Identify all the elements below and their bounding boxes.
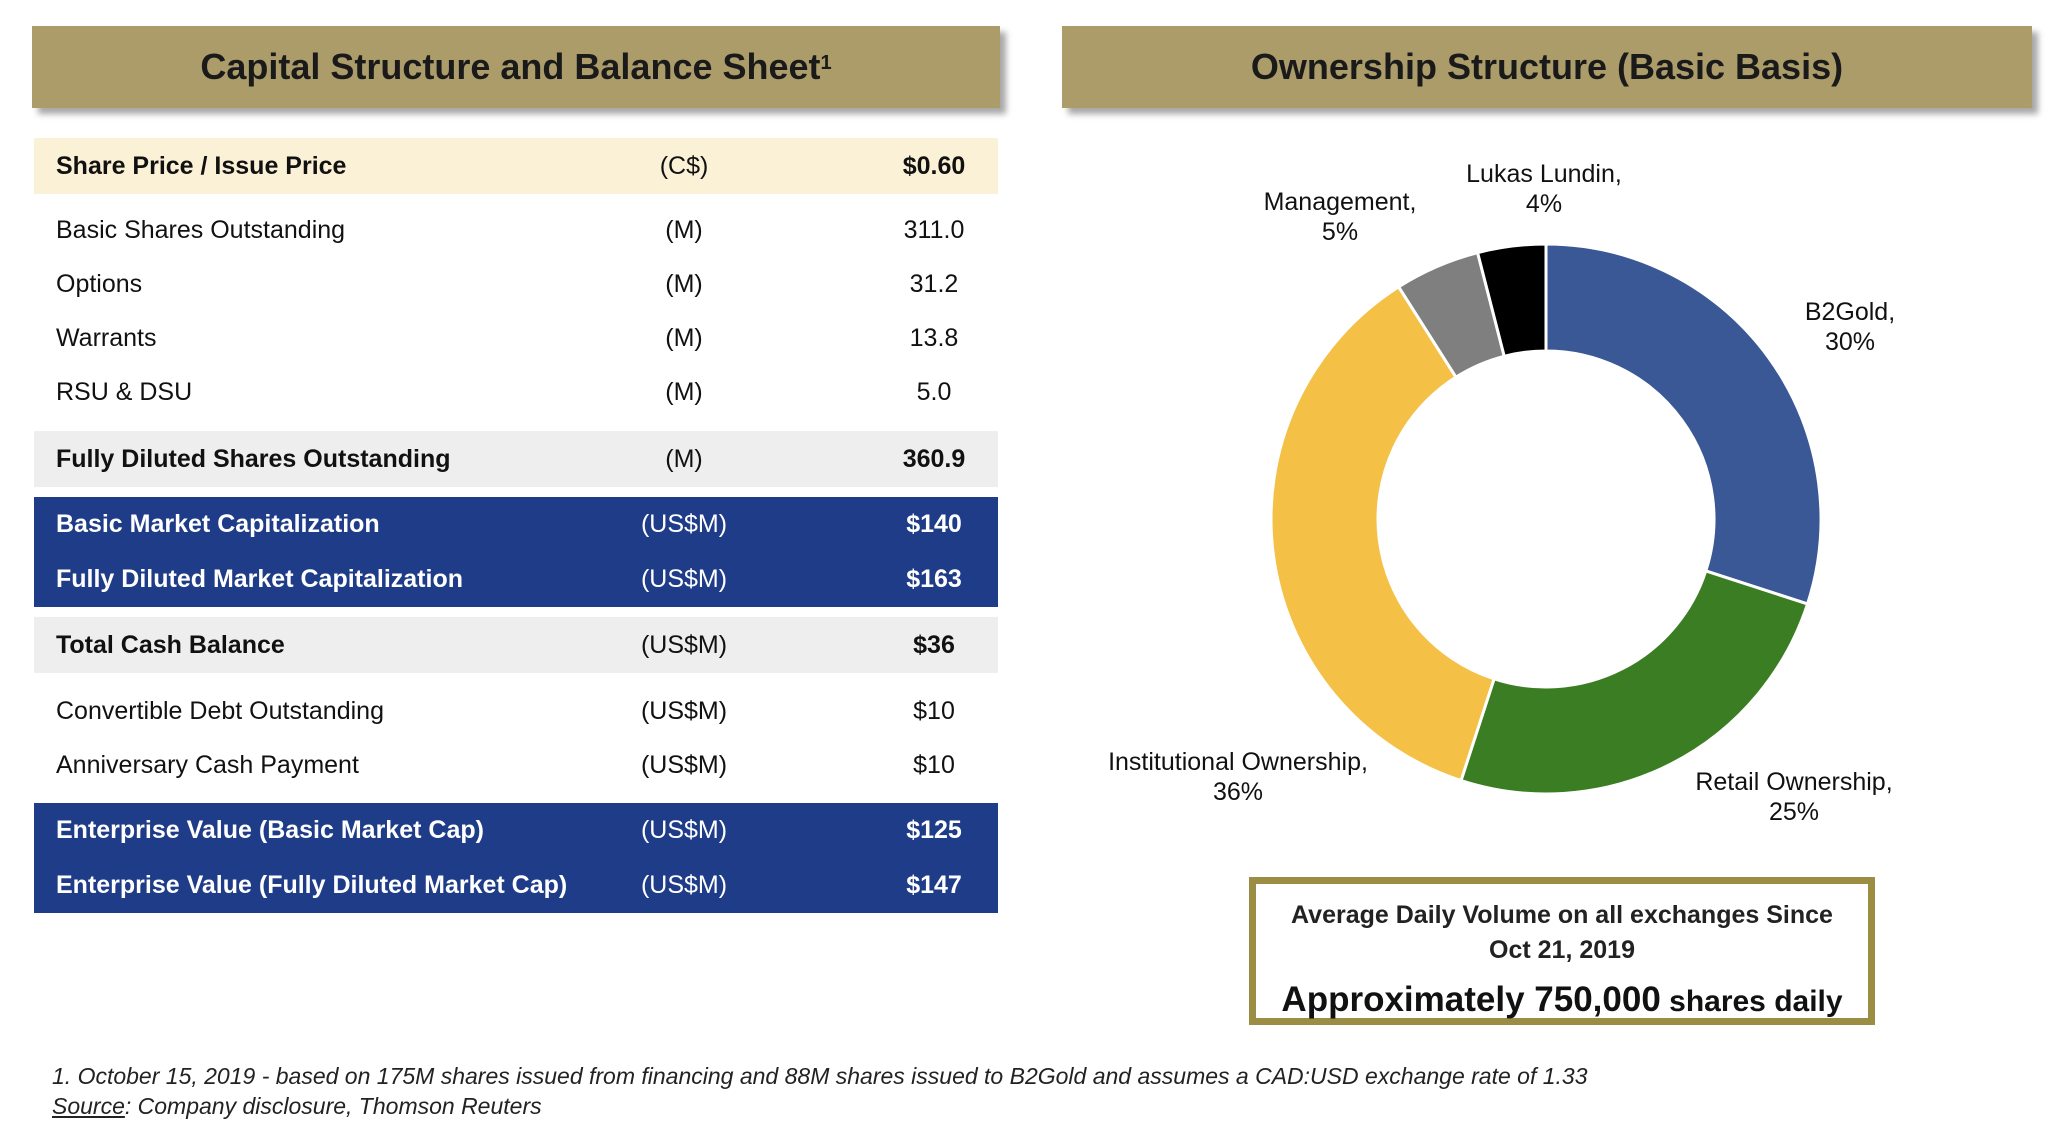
capital-structure-title-banner: Capital Structure and Balance Sheet 1 bbox=[32, 26, 1000, 108]
table-row-fully-diluted-market-cap: Fully Diluted Market Capitalization (US$… bbox=[34, 552, 998, 607]
enterprise-value-block bbox=[34, 803, 998, 913]
average-daily-volume-box: Average Daily Volume on all exchanges Si… bbox=[1249, 877, 1875, 1025]
row-label: Anniversary Cash Payment bbox=[56, 750, 359, 779]
volume-value-unit: shares daily bbox=[1660, 985, 1843, 1018]
volume-heading-line1: Average Daily Volume on all exchanges Si… bbox=[1291, 901, 1833, 929]
slice-label-percent: 25% bbox=[1769, 798, 1819, 826]
volume-heading: Average Daily Volume on all exchanges Si… bbox=[1256, 898, 1868, 968]
table-row-share-price: Share Price / Issue Price (C$) $0.60 bbox=[34, 138, 998, 194]
row-label: Share Price / Issue Price bbox=[56, 151, 347, 180]
row-value: $125 bbox=[906, 816, 962, 844]
ownership-donut-chart: B2Gold,30% Retail Ownership,25% Institutio… bbox=[1108, 160, 1895, 826]
table-row-ev-basic: Enterprise Value (Basic Market Cap) (US$… bbox=[34, 803, 998, 858]
row-label: Enterprise Value (Basic Market Cap) bbox=[56, 816, 484, 844]
ownership-structure-title: Ownership Structure (Basic Basis) bbox=[1250, 46, 1844, 87]
volume-value: Approximately 750,000 shares daily bbox=[1256, 980, 1868, 1020]
table-row-convertible-debt: Convertible Debt Outstanding (US$M) $10 bbox=[34, 684, 998, 738]
slice-label-percent: 4% bbox=[1526, 190, 1562, 218]
table-row-total-cash: Total Cash Balance (US$M) $36 bbox=[34, 617, 998, 673]
source-label: Source bbox=[52, 1093, 125, 1119]
source-text: : Company disclosure, Thomson Reuters bbox=[124, 1093, 542, 1119]
title-footnote-marker: 1 bbox=[820, 51, 832, 74]
row-label: Options bbox=[56, 269, 143, 298]
row-value: 13.8 bbox=[909, 323, 959, 352]
row-label: Basic Market Capitalization bbox=[56, 510, 380, 538]
table-row-ev-fully-diluted: Enterprise Value (Fully Diluted Market C… bbox=[34, 858, 998, 913]
row-unit: (M) bbox=[665, 269, 703, 298]
table-row-options: Options (M) 31.2 bbox=[34, 257, 998, 311]
capital-structure-title: Capital Structure and Balance Sheet bbox=[200, 46, 821, 87]
table-row-fully-diluted-shares: Fully Diluted Shares Outstanding (M) 360… bbox=[34, 431, 998, 487]
row-value: $10 bbox=[913, 696, 955, 725]
source-note: Source: Company disclosure, Thomson Reut… bbox=[52, 1093, 542, 1120]
table-row-anniversary-payment: Anniversary Cash Payment (US$M) $10 bbox=[34, 738, 998, 792]
slice-label-name: Institutional Ownership, bbox=[1108, 748, 1368, 776]
slice-label-percent: 30% bbox=[1825, 328, 1875, 356]
row-unit: (M) bbox=[665, 215, 703, 244]
row-value: $163 bbox=[906, 565, 962, 593]
volume-heading-line2: Oct 21, 2019 bbox=[1489, 936, 1635, 964]
row-label: Enterprise Value (Fully Diluted Market C… bbox=[56, 871, 568, 899]
table-row-rsu-dsu: RSU & DSU (M) 5.0 bbox=[34, 365, 998, 419]
donut-slice-institutional-ownership bbox=[1269, 284, 1496, 783]
footnote: 1. October 15, 2019 - based on 175M shar… bbox=[52, 1063, 1588, 1089]
donut-slice-retail-ownership bbox=[1459, 569, 1810, 796]
row-value: 311.0 bbox=[903, 215, 965, 244]
row-value: $0.60 bbox=[902, 151, 966, 180]
table-row-warrants: Warrants (M) 13.8 bbox=[34, 311, 998, 365]
table-row-basic-market-cap: Basic Market Capitalization (US$M) $140 bbox=[34, 497, 998, 552]
volume-value-main: Approximately 750,000 bbox=[1281, 980, 1661, 1019]
donut-slice-lukas-lundin bbox=[1475, 242, 1548, 359]
row-label: RSU & DSU bbox=[56, 377, 193, 406]
row-unit: (C$) bbox=[659, 151, 709, 180]
row-unit: (US$M) bbox=[640, 750, 728, 779]
row-value: 360.9 bbox=[902, 444, 966, 473]
row-label: Basic Shares Outstanding bbox=[56, 215, 346, 244]
row-value: 5.0 bbox=[916, 377, 952, 406]
slice-label-name: B2Gold, bbox=[1805, 298, 1895, 326]
row-label: Fully Diluted Market Capitalization bbox=[56, 565, 463, 593]
row-unit: (US$M) bbox=[640, 565, 728, 593]
market-cap-block bbox=[34, 497, 998, 607]
row-unit: (M) bbox=[665, 444, 703, 473]
row-label: Fully Diluted Shares Outstanding bbox=[56, 444, 451, 473]
row-label: Total Cash Balance bbox=[56, 630, 285, 659]
row-value: $140 bbox=[906, 510, 962, 538]
row-unit: (M) bbox=[665, 377, 703, 406]
row-label: Convertible Debt Outstanding bbox=[56, 696, 384, 725]
row-unit: (M) bbox=[665, 323, 703, 352]
ownership-structure-title-banner: Ownership Structure (Basic Basis) bbox=[1062, 26, 2032, 108]
slice-label-percent: 36% bbox=[1213, 778, 1263, 806]
table-row-basic-shares: Basic Shares Outstanding (M) 311.0 bbox=[34, 203, 998, 257]
slice-label-name: Retail Ownership, bbox=[1695, 768, 1892, 796]
slice-label-percent: 5% bbox=[1322, 218, 1358, 246]
donut-slice-b2gold bbox=[1544, 242, 1823, 606]
slice-label-name: Lukas Lundin, bbox=[1466, 160, 1622, 188]
slice-label-name: Management, bbox=[1264, 188, 1417, 216]
row-unit: (US$M) bbox=[640, 871, 728, 899]
row-value: 31.2 bbox=[909, 269, 959, 298]
row-value: $147 bbox=[906, 871, 962, 899]
row-unit: (US$M) bbox=[640, 696, 728, 725]
row-unit: (US$M) bbox=[640, 630, 728, 659]
row-value: $36 bbox=[913, 630, 955, 659]
row-unit: (US$M) bbox=[640, 510, 728, 538]
row-unit: (US$M) bbox=[640, 816, 728, 844]
row-value: $10 bbox=[913, 750, 955, 779]
row-label: Warrants bbox=[56, 323, 157, 352]
